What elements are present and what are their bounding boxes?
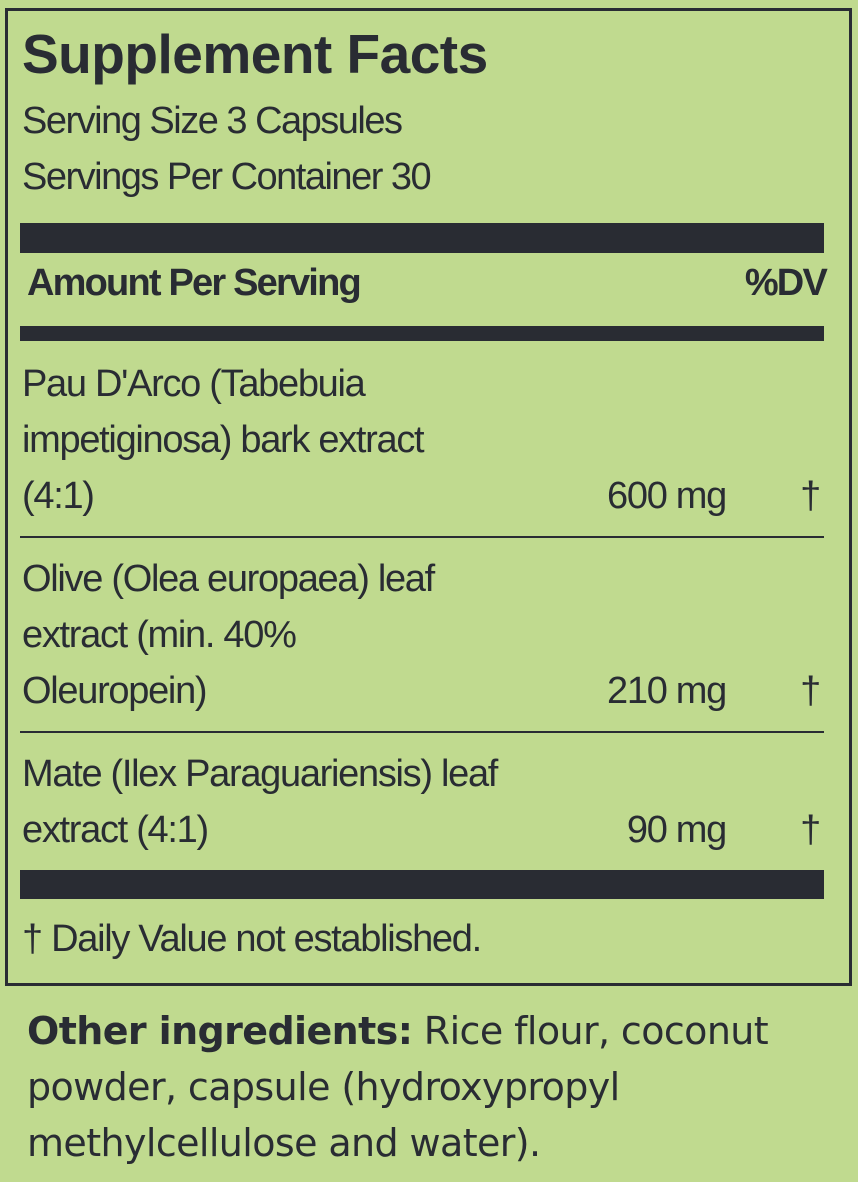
ingredient-amount: 210 mg [607,670,727,712]
other-ingredients-text: Rice flour, coconut powder, capsule (hyd… [27,1009,769,1165]
thick-divider [20,870,824,899]
amount-per-serving-label: Amount Per Serving [27,262,362,304]
medium-divider [20,326,824,341]
row-divider [20,731,824,733]
ingredient-row: Pau D'Arco (Tabebuia impetiginosa) bark … [22,356,824,524]
ingredient-name: Olive (Olea europaea) leaf extract (min.… [22,558,435,712]
ingredient-row: Mate (Ilex Paraguariensis) leaf extract … [22,746,824,858]
ingredient-row: Olive (Olea europaea) leaf extract (min.… [22,551,824,719]
ingredient-amount: 90 mg [626,809,727,851]
other-ingredients: Other ingredients: Rice flour, coconut p… [27,1003,827,1171]
supplement-facts-panel [5,8,852,986]
thick-divider [20,223,824,253]
ingredient-name: Mate (Ilex Paraguariensis) leaf extract … [22,753,498,851]
row-divider [20,536,824,538]
ingredient-dv: † [800,475,821,517]
serving-size: Serving Size 3 Capsules [22,100,403,142]
ingredient-dv: † [800,809,821,851]
dv-label: %DV [744,262,828,304]
ingredient-dv: † [800,670,821,712]
other-ingredients-label: Other ingredients: [27,1009,413,1053]
footnote: † Daily Value not established. [22,918,482,960]
ingredient-amount: 600 mg [607,475,727,517]
panel-title: Supplement Facts [22,23,488,85]
ingredient-name: Pau D'Arco (Tabebuia impetiginosa) bark … [22,363,425,517]
servings-per-container: Servings Per Container 30 [22,156,432,198]
